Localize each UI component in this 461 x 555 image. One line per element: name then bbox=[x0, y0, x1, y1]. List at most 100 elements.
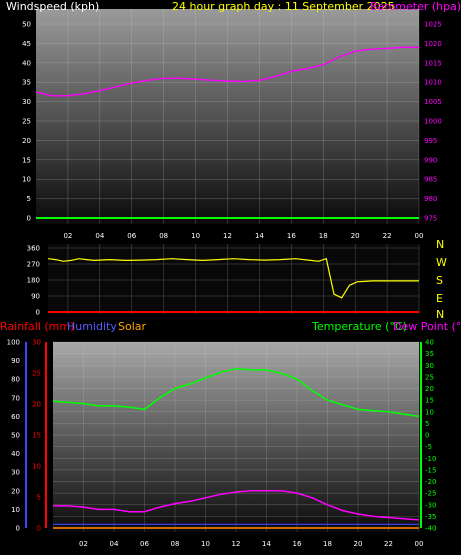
windspeed-tick-label: 25 bbox=[22, 118, 31, 126]
direction-tick-label: 270 bbox=[27, 261, 40, 269]
wind-direction-line bbox=[47, 257, 419, 299]
windspeed-tick-label: 0 bbox=[27, 215, 31, 223]
bottom-x-tick-label: 00 bbox=[415, 540, 424, 548]
rainfall-tick-label: 25 bbox=[32, 370, 41, 378]
top-x-tick-label: 00 bbox=[415, 232, 424, 240]
temperature-tick-label: -30 bbox=[425, 501, 436, 509]
barometer-tick-label: 985 bbox=[424, 176, 437, 184]
humidity-tick-label: 50 bbox=[11, 432, 20, 440]
temperature-tick-label: -25 bbox=[425, 490, 436, 498]
barometer-tick-label: 1005 bbox=[424, 98, 442, 106]
top-x-tick-label: 14 bbox=[255, 232, 264, 240]
barometer-tick-label: 990 bbox=[424, 156, 437, 164]
windspeed-tick-label: 10 bbox=[22, 176, 31, 184]
barometer-tick-label: 1020 bbox=[424, 40, 442, 48]
windspeed-tick-label: 5 bbox=[27, 195, 31, 203]
direction-tick-label: 90 bbox=[31, 293, 40, 301]
windspeed-tick-label: 20 bbox=[22, 137, 31, 145]
legend-rainfall: Rainfall (mm) bbox=[0, 320, 74, 333]
bottom-x-tick-label: 20 bbox=[354, 540, 363, 548]
temperature-tick-label: 35 bbox=[425, 350, 434, 358]
legend-humidity: Humidity bbox=[67, 320, 117, 333]
legend-dewpoint: Dew Point (°C) bbox=[393, 320, 461, 333]
humidity-tick-label: 70 bbox=[11, 394, 20, 402]
bottom-x-tick-label: 16 bbox=[293, 540, 302, 548]
rainfall-tick-label: 10 bbox=[32, 463, 41, 471]
temperature-tick-label: 15 bbox=[425, 397, 434, 405]
windspeed-tick-label: 50 bbox=[22, 21, 31, 29]
top-x-tick-label: 04 bbox=[95, 232, 104, 240]
top-x-tick-label: 18 bbox=[319, 232, 328, 240]
bottom-x-tick-label: 22 bbox=[384, 540, 393, 548]
temperature-tick-label: -10 bbox=[425, 455, 436, 463]
direction-tick-label: 180 bbox=[27, 277, 40, 285]
humidity-tick-label: 40 bbox=[11, 450, 20, 458]
temperature-tick-label: 40 bbox=[425, 339, 434, 347]
barometer-line bbox=[35, 46, 419, 97]
bottom-x-tick-label: 08 bbox=[171, 540, 180, 548]
top-x-tick-label: 10 bbox=[191, 232, 200, 240]
barometer-tick-label: 1025 bbox=[424, 21, 442, 29]
bottom-x-tick-label: 02 bbox=[79, 540, 88, 548]
temperature-tick-label: 20 bbox=[425, 385, 434, 393]
rainfall-tick-label: 20 bbox=[32, 401, 41, 409]
barometer-tick-label: 1000 bbox=[424, 118, 442, 126]
temperature-tick-label: -35 bbox=[425, 513, 436, 521]
temperature-tick-label: -40 bbox=[425, 525, 436, 533]
temperature-tick-label: -20 bbox=[425, 478, 436, 486]
humidity-tick-label: 0 bbox=[16, 525, 20, 533]
humidity-tick-label: 100 bbox=[7, 339, 20, 347]
temperature-tick-label: 5 bbox=[425, 420, 429, 428]
rainfall-tick-label: 5 bbox=[37, 494, 41, 502]
windspeed-tick-label: 45 bbox=[22, 40, 31, 48]
humidity-tick-label: 80 bbox=[11, 376, 20, 384]
barometer-axis-title: Barometer (hpa) bbox=[370, 0, 461, 13]
temperature-tick-label: 30 bbox=[425, 362, 434, 370]
rainfall-tick-label: 30 bbox=[32, 339, 41, 347]
bottom-x-tick-label: 18 bbox=[323, 540, 332, 548]
humidity-tick-label: 90 bbox=[11, 357, 20, 365]
windspeed-tick-label: 35 bbox=[22, 79, 31, 87]
top-x-tick-label: 06 bbox=[127, 232, 136, 240]
top-x-tick-label: 16 bbox=[287, 232, 296, 240]
humidity-tick-label: 60 bbox=[11, 413, 20, 421]
rainfall-tick-label: 15 bbox=[32, 432, 41, 440]
marks-layer: 0510152025303540455097598098599099510001… bbox=[7, 21, 442, 549]
barometer-tick-label: 980 bbox=[424, 195, 437, 203]
humidity-tick-label: 20 bbox=[11, 487, 20, 495]
barometer-tick-label: 975 bbox=[424, 215, 437, 223]
compass-n-bottom: N bbox=[436, 308, 444, 321]
humidity-tick-label: 30 bbox=[11, 469, 20, 477]
compass-w: W bbox=[436, 256, 447, 269]
top-x-tick-label: 12 bbox=[223, 232, 232, 240]
compass-e: E bbox=[436, 292, 443, 305]
temperature-tick-label: -15 bbox=[425, 466, 436, 474]
windspeed-tick-label: 15 bbox=[22, 156, 31, 164]
bottom-x-tick-label: 06 bbox=[140, 540, 149, 548]
top-x-tick-label: 22 bbox=[383, 232, 392, 240]
bottom-plot-area bbox=[53, 342, 419, 532]
direction-tick-label: 360 bbox=[27, 245, 40, 253]
temperature-line bbox=[52, 367, 420, 418]
direction-plot-area bbox=[48, 244, 419, 314]
barometer-tick-label: 1010 bbox=[424, 79, 442, 87]
windspeed-tick-label: 30 bbox=[22, 98, 31, 106]
grid-layer bbox=[36, 9, 420, 532]
bottom-x-tick-label: 12 bbox=[232, 540, 241, 548]
dewpoint-line bbox=[53, 490, 420, 521]
humidity-tick-label: 10 bbox=[11, 506, 20, 514]
direction-tick-label: 0 bbox=[36, 309, 40, 317]
legend-solar: Solar bbox=[118, 320, 147, 333]
temperature-tick-label: -5 bbox=[425, 443, 432, 451]
legend-temperature: Temperature (°C) bbox=[311, 320, 407, 333]
bottom-x-tick-label: 10 bbox=[201, 540, 210, 548]
top-x-tick-label: 08 bbox=[159, 232, 168, 240]
barometer-tick-label: 995 bbox=[424, 137, 437, 145]
temperature-tick-label: 25 bbox=[425, 373, 434, 381]
temperature-tick-label: 0 bbox=[425, 432, 429, 440]
compass-s: S bbox=[436, 274, 443, 287]
top-x-tick-label: 02 bbox=[63, 232, 72, 240]
barometer-tick-label: 1015 bbox=[424, 59, 442, 67]
